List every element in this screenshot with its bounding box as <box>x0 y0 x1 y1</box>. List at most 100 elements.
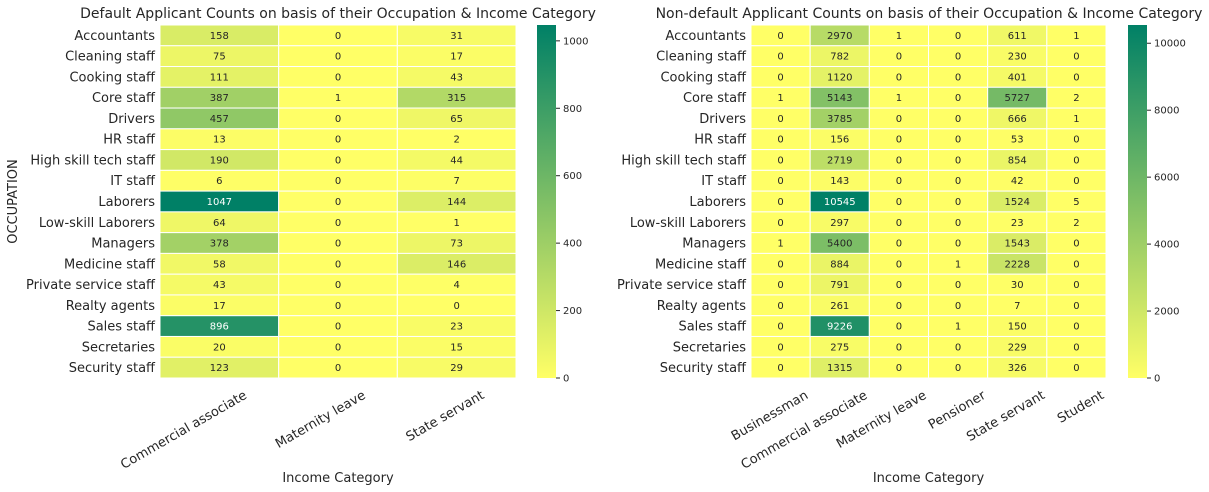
cell-label: 1 <box>896 31 902 42</box>
y-tick-label: Cleaning staff <box>656 50 747 65</box>
cell-label: 42 <box>1011 176 1024 187</box>
cell-label: 1 <box>777 93 783 104</box>
cell-label: 0 <box>896 135 902 146</box>
cell-label: 0 <box>896 197 902 208</box>
cell-label: 53 <box>1011 135 1024 146</box>
y-tick-label: Managers <box>682 237 746 252</box>
cell-label: 5727 <box>1005 93 1030 104</box>
cell-label: 158 <box>210 31 229 42</box>
y-tick-label: Cooking staff <box>660 70 747 85</box>
cell-label: 1315 <box>827 363 852 374</box>
cell-label: 0 <box>1073 135 1079 146</box>
cell-label: 0 <box>955 280 961 291</box>
cell-label: 0 <box>955 218 961 229</box>
cell-label: 0 <box>777 176 783 187</box>
cell-label: 29 <box>450 363 463 374</box>
cell-label: 30 <box>1011 280 1024 291</box>
y-tick-label: Laborers <box>98 195 155 210</box>
cell-label: 0 <box>896 155 902 166</box>
cell-label: 4 <box>453 280 459 291</box>
cell-label: 229 <box>1008 342 1027 353</box>
cell-label: 1 <box>896 93 902 104</box>
cell-label: 0 <box>335 280 341 291</box>
cell-label: 0 <box>896 239 902 250</box>
chart-title: Default Applicant Counts on basis of the… <box>80 6 596 22</box>
cell-label: 1047 <box>207 197 232 208</box>
y-tick-label: IT staff <box>701 174 747 189</box>
cell-label: 1 <box>955 259 961 270</box>
y-tick-label: Realty agents <box>657 299 747 314</box>
cell-label: 326 <box>1008 363 1027 374</box>
cell-label: 0 <box>896 342 902 353</box>
cell-label: 0 <box>335 239 341 250</box>
y-tick-label: Drivers <box>108 112 155 127</box>
cell-label: 387 <box>210 93 229 104</box>
cell-label: 0 <box>1073 52 1079 63</box>
cell-label: 0 <box>896 322 902 333</box>
cell-label: 0 <box>1073 322 1079 333</box>
x-axis-title: Income Category <box>873 471 985 486</box>
cell-label: 3785 <box>827 114 852 125</box>
y-tick-label: HR staff <box>694 133 747 148</box>
cell-label: 0 <box>335 197 341 208</box>
cell-label: 73 <box>450 239 463 250</box>
cell-label: 0 <box>955 342 961 353</box>
y-tick-label: Low-skill Laborers <box>39 216 155 231</box>
heatmap-cell <box>396 356 517 379</box>
colorbar-tick-label: 0 <box>563 374 569 385</box>
cell-label: 5400 <box>827 239 852 250</box>
cell-label: 2970 <box>827 31 852 42</box>
cell-label: 0 <box>1073 259 1079 270</box>
cell-label: 58 <box>213 259 226 270</box>
cell-label: 0 <box>335 218 341 229</box>
cell-label: 1543 <box>1005 239 1030 250</box>
cell-label: 0 <box>777 218 783 229</box>
cell-label: 0 <box>335 72 341 83</box>
cell-label: 123 <box>210 363 229 374</box>
colorbar-tick-label: 2000 <box>1154 307 1179 318</box>
cell-label: 0 <box>335 31 341 42</box>
cell-label: 0 <box>777 342 783 353</box>
cell-label: 0 <box>335 135 341 146</box>
cell-label: 0 <box>1073 301 1079 312</box>
cell-label: 0 <box>777 197 783 208</box>
cell-label: 230 <box>1008 52 1027 63</box>
y-tick-label: Sales staff <box>87 320 156 335</box>
y-tick-label: Secretaries <box>82 340 155 355</box>
cell-label: 0 <box>955 301 961 312</box>
colorbar <box>537 25 556 378</box>
cell-label: 20 <box>213 342 226 353</box>
cell-label: 0 <box>335 114 341 125</box>
cell-label: 111 <box>210 72 229 83</box>
cell-label: 0 <box>335 52 341 63</box>
cell-label: 0 <box>955 114 961 125</box>
cell-label: 297 <box>830 218 849 229</box>
cell-label: 150 <box>1008 322 1027 333</box>
colorbar-tick-label: 600 <box>563 171 582 182</box>
cell-label: 0 <box>777 72 783 83</box>
colorbar-tick-label: 8000 <box>1154 106 1179 117</box>
y-tick-label: Medicine staff <box>655 257 747 272</box>
cell-label: 896 <box>210 322 229 333</box>
cell-label: 0 <box>896 176 902 187</box>
colorbar-tick-label: 400 <box>563 239 582 250</box>
cell-label: 275 <box>830 342 849 353</box>
cell-label: 0 <box>777 322 783 333</box>
cell-label: 0 <box>955 155 961 166</box>
cell-label: 0 <box>777 114 783 125</box>
cell-label: 156 <box>830 135 849 146</box>
cell-label: 0 <box>777 301 783 312</box>
cell-label: 378 <box>210 239 229 250</box>
y-tick-label: Cooking staff <box>69 70 156 85</box>
cell-label: 1524 <box>1005 197 1030 208</box>
cell-label: 0 <box>896 259 902 270</box>
colorbar-tick-label: 800 <box>563 104 582 115</box>
y-tick-label: HR staff <box>103 133 156 148</box>
cell-label: 0 <box>777 363 783 374</box>
cell-label: 0 <box>955 176 961 187</box>
cell-label: 0 <box>777 31 783 42</box>
cell-label: 17 <box>450 52 463 63</box>
y-tick-label: Core staff <box>92 91 156 106</box>
cell-label: 13 <box>213 135 226 146</box>
